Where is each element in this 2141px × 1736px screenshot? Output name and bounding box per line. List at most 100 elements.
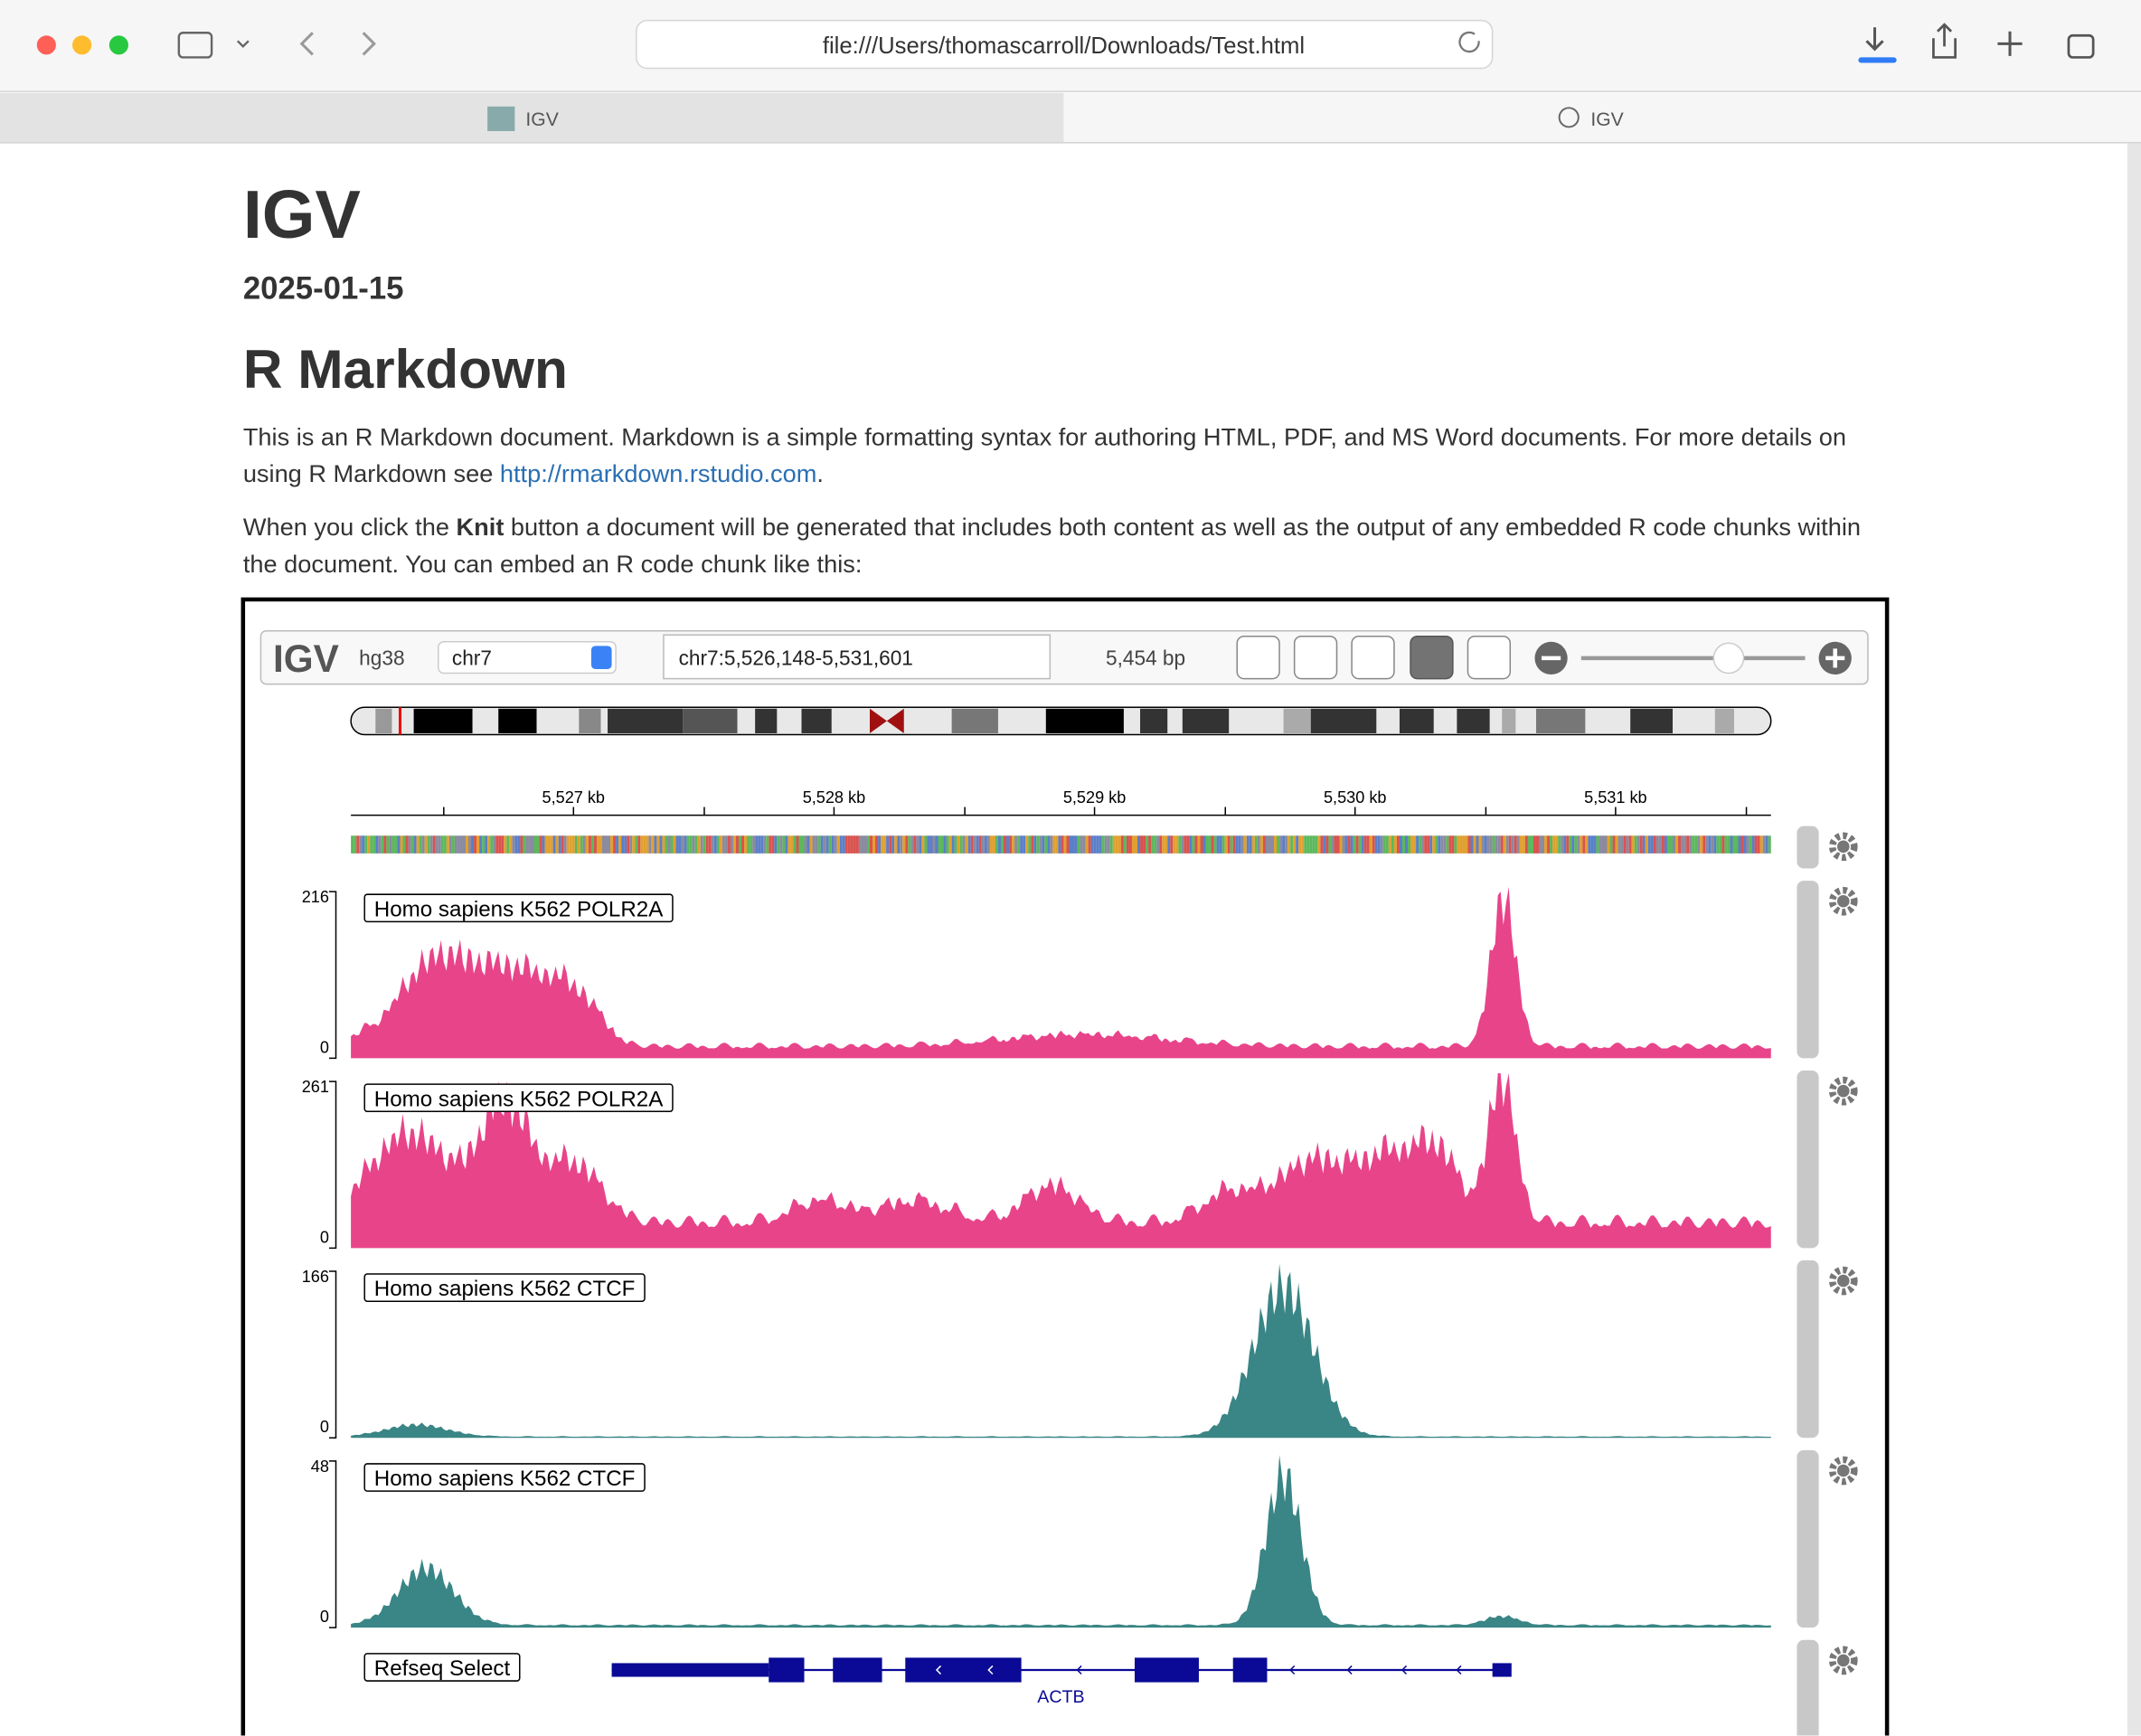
back-button[interactable] [299, 32, 314, 56]
base [413, 835, 417, 854]
track-settings-gear[interactable] [1828, 886, 1858, 916]
base [1448, 835, 1452, 854]
forward-button[interactable] [362, 32, 376, 56]
downloads-button[interactable] [1865, 27, 1884, 52]
base [724, 835, 728, 854]
base [1672, 835, 1676, 854]
base [883, 835, 887, 854]
track-settings-gear[interactable] [1828, 832, 1858, 862]
sidebar-menu[interactable] [236, 40, 250, 49]
base [599, 835, 602, 854]
base [512, 835, 515, 854]
base [1128, 835, 1132, 854]
base [1315, 835, 1318, 854]
base [1224, 835, 1228, 854]
tab-overview-button[interactable] [2067, 33, 2095, 59]
base [1697, 835, 1701, 854]
base [582, 835, 586, 854]
base [967, 835, 971, 854]
track-settings-gear[interactable] [1828, 1076, 1858, 1106]
base [429, 835, 433, 854]
track-drag-handle [1797, 881, 1819, 1059]
track-labels-button[interactable] [1236, 635, 1280, 680]
zoom-knob[interactable] [1712, 642, 1745, 675]
base [1342, 835, 1345, 854]
strand-arrow [1401, 1665, 1408, 1675]
base [528, 835, 532, 854]
base [1700, 835, 1703, 854]
doc-date: 2025-01-15 [242, 270, 404, 307]
labels-toggle-button[interactable] [1410, 635, 1454, 680]
base [539, 835, 542, 854]
base [1661, 835, 1665, 854]
base [1028, 835, 1032, 854]
save-image-button[interactable] [1467, 635, 1512, 680]
chromosome-select[interactable] [438, 641, 617, 675]
base [894, 835, 898, 854]
base [1655, 835, 1659, 854]
crosshair-button[interactable] [1293, 635, 1338, 680]
base [1552, 835, 1556, 854]
track-drag-handle [1797, 1639, 1819, 1736]
base [686, 835, 690, 854]
link[interactable]: http://rmarkdown.rstudio.com [499, 459, 817, 488]
gear-hub [1836, 894, 1850, 908]
base [1320, 835, 1324, 854]
tab-active[interactable] [0, 92, 1064, 144]
new-tab-button[interactable] [1997, 31, 2023, 56]
base [1555, 835, 1559, 854]
base [1476, 835, 1479, 854]
base [1377, 835, 1381, 854]
track-settings-gear[interactable] [1828, 1646, 1858, 1675]
base [667, 835, 671, 854]
track-label-box [363, 1463, 646, 1492]
minimize-button[interactable] [72, 35, 92, 55]
base [1350, 835, 1353, 854]
base [654, 835, 657, 854]
base [1519, 835, 1523, 854]
base [1686, 835, 1690, 854]
base [1563, 835, 1567, 854]
reload-button[interactable] [1458, 31, 1480, 53]
base [1719, 835, 1722, 854]
tab[interactable] [1063, 92, 2141, 144]
base [1681, 835, 1684, 854]
base [533, 835, 537, 854]
share-button[interactable] [1932, 23, 1957, 59]
base [1566, 835, 1570, 854]
base [351, 835, 354, 854]
base [1569, 835, 1572, 854]
zoom-button[interactable] [108, 35, 128, 55]
data-range-max: 216 [302, 888, 329, 906]
base [580, 835, 583, 854]
base [506, 835, 510, 854]
center-line-button[interactable] [1351, 635, 1395, 680]
base [504, 835, 507, 854]
base [1746, 835, 1750, 854]
locus-input[interactable] [663, 634, 1052, 680]
exon [769, 1657, 805, 1683]
base [1705, 835, 1709, 854]
base [1478, 835, 1482, 854]
track-settings-gear[interactable] [1828, 1456, 1858, 1486]
base [855, 835, 859, 854]
base [459, 835, 463, 854]
window-edge [2127, 143, 2141, 1736]
track-settings-gear[interactable] [1828, 1266, 1858, 1296]
base [1588, 835, 1591, 854]
base [648, 835, 652, 854]
paragraph: When you click the Knit button a documen… [243, 509, 1889, 583]
track-drag-handle [1797, 1070, 1819, 1249]
track: 261 0 Homo sapiens K562 POLR2A [302, 1070, 1858, 1250]
base [722, 835, 725, 854]
base [621, 835, 625, 854]
base [1353, 835, 1356, 854]
base [1558, 835, 1561, 854]
base [448, 835, 452, 854]
track-label: Refseq Select [374, 1656, 511, 1681]
close-button[interactable] [36, 35, 56, 55]
sidebar-button[interactable] [177, 32, 213, 59]
base [1080, 835, 1083, 854]
address-bar[interactable] [635, 19, 1494, 70]
base [1265, 835, 1269, 854]
